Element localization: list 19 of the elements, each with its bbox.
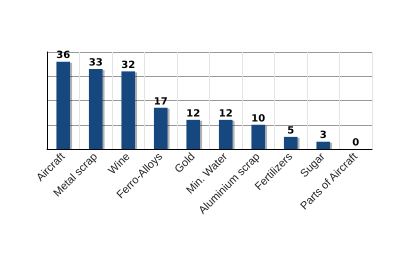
- bar: [284, 136, 298, 149]
- bar: [218, 120, 233, 149]
- bar: [88, 68, 103, 149]
- bar: [154, 108, 168, 149]
- data-label: 12: [218, 108, 233, 120]
- data-label: 10: [251, 113, 266, 124]
- data-label: 3: [320, 130, 327, 142]
- data-label: 32: [121, 60, 136, 71]
- data-label: 17: [154, 96, 168, 108]
- data-label: 12: [186, 108, 200, 120]
- bar: [316, 142, 330, 149]
- bar: [121, 71, 136, 149]
- bar: [186, 120, 200, 149]
- data-label: 33: [88, 57, 103, 68]
- bar: [251, 124, 266, 149]
- data-label: 36: [56, 50, 70, 62]
- bar: [56, 62, 70, 149]
- data-label: 5: [287, 125, 294, 136]
- data-label: 0: [352, 138, 360, 148]
